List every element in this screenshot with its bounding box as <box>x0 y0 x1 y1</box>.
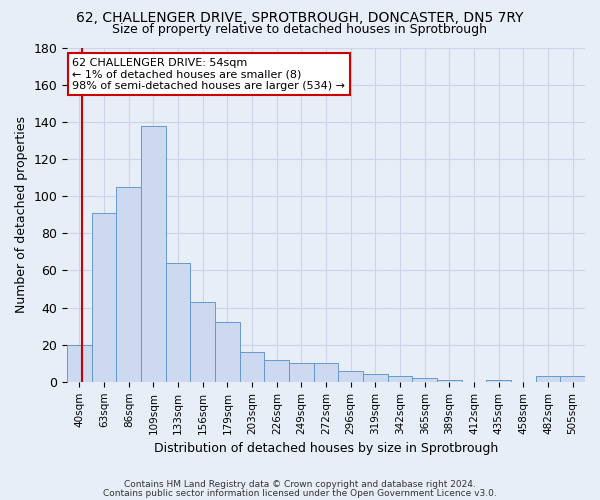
Bar <box>289 363 314 382</box>
Text: Size of property relative to detached houses in Sprotbrough: Size of property relative to detached ho… <box>113 22 487 36</box>
Bar <box>116 187 141 382</box>
Bar <box>141 126 166 382</box>
Bar <box>412 378 437 382</box>
Bar <box>487 380 511 382</box>
Text: Contains HM Land Registry data © Crown copyright and database right 2024.: Contains HM Land Registry data © Crown c… <box>124 480 476 489</box>
Bar <box>240 352 265 382</box>
Text: 62, CHALLENGER DRIVE, SPROTBROUGH, DONCASTER, DN5 7RY: 62, CHALLENGER DRIVE, SPROTBROUGH, DONCA… <box>76 11 524 25</box>
Bar <box>437 380 462 382</box>
Bar <box>536 376 560 382</box>
Bar <box>190 302 215 382</box>
Bar <box>67 344 92 382</box>
Text: 62 CHALLENGER DRIVE: 54sqm
← 1% of detached houses are smaller (8)
98% of semi-d: 62 CHALLENGER DRIVE: 54sqm ← 1% of detac… <box>73 58 346 90</box>
Text: Contains public sector information licensed under the Open Government Licence v3: Contains public sector information licen… <box>103 488 497 498</box>
Bar <box>363 374 388 382</box>
Bar <box>265 360 289 382</box>
Bar <box>92 213 116 382</box>
Bar <box>388 376 412 382</box>
Bar <box>314 363 338 382</box>
Bar <box>560 376 585 382</box>
Bar <box>215 322 240 382</box>
Bar <box>166 263 190 382</box>
X-axis label: Distribution of detached houses by size in Sprotbrough: Distribution of detached houses by size … <box>154 442 498 455</box>
Y-axis label: Number of detached properties: Number of detached properties <box>15 116 28 313</box>
Bar <box>338 370 363 382</box>
